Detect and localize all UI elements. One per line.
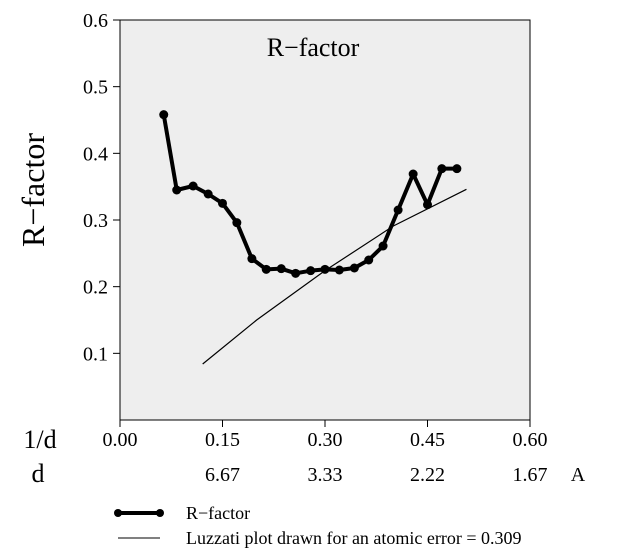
legend-item-luzzati: Luzzati plot drawn for an atomic error =… [118, 528, 522, 548]
data-point-rfactor [218, 198, 227, 208]
data-point-rfactor [188, 181, 198, 191]
data-point-rfactor [349, 263, 359, 273]
x-axis-label: 1/d [23, 425, 56, 454]
y-tick-label: 0.5 [83, 77, 108, 99]
series-layer [159, 110, 467, 365]
data-point-rfactor [232, 218, 242, 228]
data-point-rfactor [423, 200, 432, 210]
data-point-rfactor [364, 255, 374, 265]
data-point-rfactor [247, 254, 257, 264]
data-point-rfactor [334, 265, 344, 275]
legend-label-luzzati: Luzzati plot drawn for an atomic error =… [186, 528, 522, 548]
data-point-rfactor [320, 264, 330, 274]
x-tick-label: 0.45 [410, 429, 445, 451]
data-point-rfactor [408, 169, 418, 179]
y-axis-label: R−factor [15, 133, 51, 247]
secondary-tick-label: 3.33 [308, 464, 343, 486]
plot-area [119, 19, 531, 421]
x-axis: 0.00 0.15 0.30 0.45 0.60 [103, 420, 548, 451]
data-point-rfactor [306, 266, 316, 276]
secondary-axis: 6.67 3.33 2.22 1.67 [205, 464, 548, 486]
data-point-rfactor [172, 185, 182, 195]
secondary-axis-label: d [32, 459, 45, 488]
y-tick-label: 0.2 [83, 277, 108, 299]
y-tick-label: 0.1 [83, 343, 108, 365]
y-axis: 0.1 0.2 0.3 0.4 0.5 0.6 [83, 10, 120, 365]
x-tick-label: 0.30 [308, 429, 343, 451]
data-point-rfactor [378, 241, 388, 251]
chart-title: R−factor [267, 33, 360, 62]
secondary-tick-label: 2.22 [410, 464, 445, 486]
legend: R−factor Luzzati plot drawn for an atomi… [114, 503, 522, 548]
data-point-rfactor [203, 189, 213, 199]
data-point-rfactor [452, 164, 462, 174]
y-tick-label: 0.4 [83, 143, 108, 165]
legend-marker-rfactor [114, 509, 122, 517]
data-point-rfactor [276, 264, 286, 274]
data-point-rfactor [261, 264, 271, 274]
x-tick-label: 0.00 [103, 429, 138, 451]
legend-label-rfactor: R−factor [186, 503, 250, 523]
secondary-tick-label: 1.67 [513, 464, 548, 486]
y-tick-label: 0.3 [83, 210, 108, 232]
x-tick-label: 0.60 [513, 429, 548, 451]
secondary-axis-unit: A [571, 464, 586, 486]
legend-marker-rfactor [156, 509, 164, 517]
data-point-rfactor [437, 164, 447, 174]
y-tick-label: 0.6 [83, 10, 108, 32]
data-point-rfactor [291, 268, 301, 278]
data-point-rfactor [393, 205, 403, 215]
data-point-rfactor [159, 110, 169, 120]
x-tick-label: 0.15 [205, 429, 240, 451]
secondary-tick-label: 6.67 [205, 464, 240, 486]
legend-item-rfactor: R−factor [114, 503, 250, 523]
